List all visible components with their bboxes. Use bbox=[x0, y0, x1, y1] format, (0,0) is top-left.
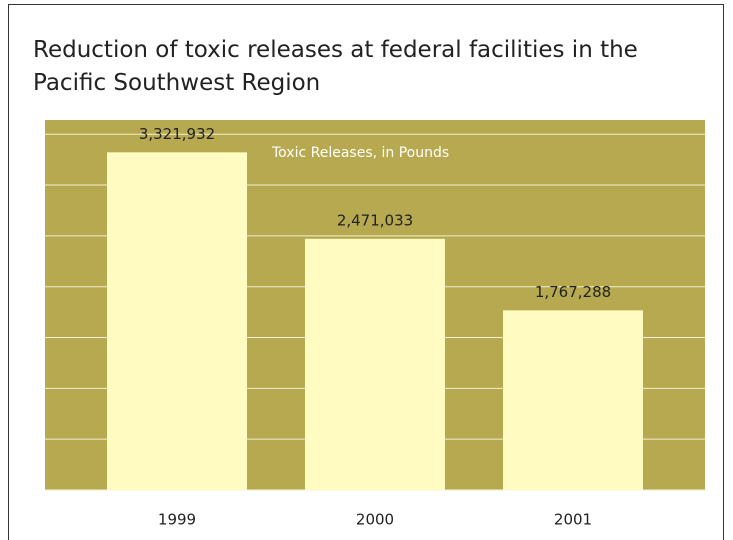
x-tick-label: 2001 bbox=[554, 511, 592, 529]
value-label: 1,767,288 bbox=[535, 283, 611, 301]
value-label: 2,471,033 bbox=[337, 211, 413, 229]
value-label: 3,321,932 bbox=[139, 125, 215, 143]
chart-title: Reduction of toxic releases at federal f… bbox=[33, 37, 638, 96]
bar bbox=[305, 238, 445, 490]
bar bbox=[503, 310, 643, 490]
y-axis-label: Toxic Releases, in Pounds bbox=[271, 145, 449, 161]
bar bbox=[107, 152, 247, 490]
x-tick-label: 1999 bbox=[158, 511, 196, 529]
x-tick-label: 2000 bbox=[356, 511, 394, 529]
frame bbox=[8, 4, 724, 540]
